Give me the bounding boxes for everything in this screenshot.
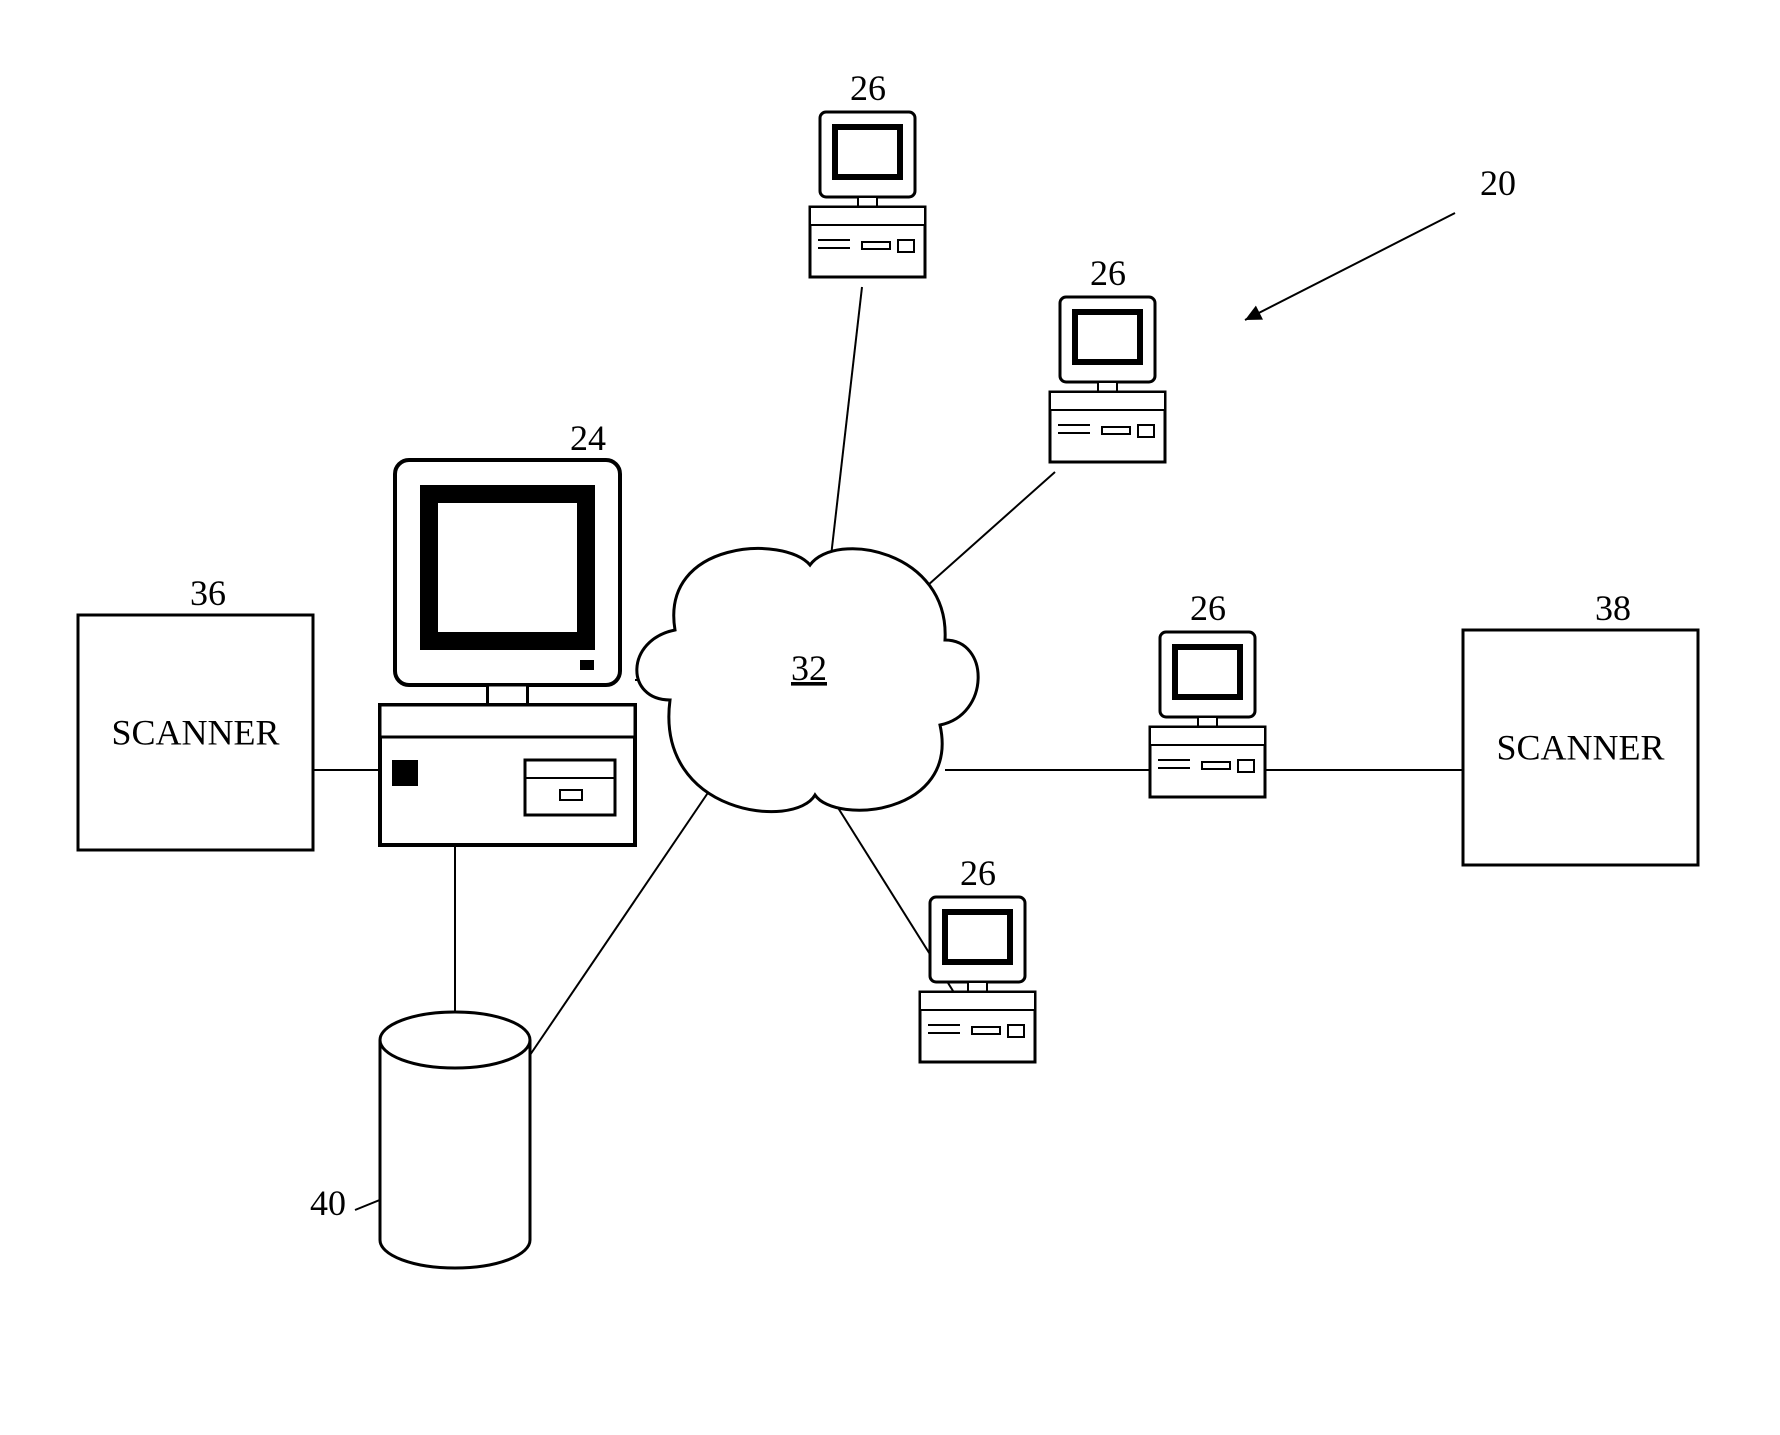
ref-client_upper_r: 26 — [1090, 253, 1126, 293]
ref-scanner_right: 38 — [1595, 588, 1631, 628]
ref-scanner_left: 36 — [190, 573, 226, 613]
scanner_right-label: SCANNER — [1496, 728, 1664, 768]
nodes-layer: SCANNER SCANNER — [78, 112, 1698, 1268]
edge-cloud-client_top — [830, 287, 862, 565]
database — [380, 1012, 530, 1268]
client_upper_r — [1050, 297, 1165, 462]
ref-client_top: 26 — [850, 68, 886, 108]
scanner_right: SCANNER — [1463, 630, 1698, 865]
ref-cloud: 32 — [791, 648, 827, 688]
scanner_left: SCANNER — [78, 615, 313, 850]
ref-server: 24 — [570, 418, 606, 458]
scanner_left-label: SCANNER — [111, 713, 279, 753]
ref-system: 20 — [1480, 163, 1516, 203]
ref-client_lower: 26 — [960, 853, 996, 893]
client_right — [1150, 632, 1265, 797]
client_top — [810, 112, 925, 277]
server — [380, 460, 635, 845]
client_lower — [920, 897, 1035, 1062]
ref-client_right: 26 — [1190, 588, 1226, 628]
system-ref-arrow — [1245, 213, 1455, 320]
network-diagram: SCANNER SCANNER 20 24 26 26 26 26 32 36 38 40 — [0, 0, 1780, 1435]
ref-database: 40 — [310, 1183, 346, 1223]
